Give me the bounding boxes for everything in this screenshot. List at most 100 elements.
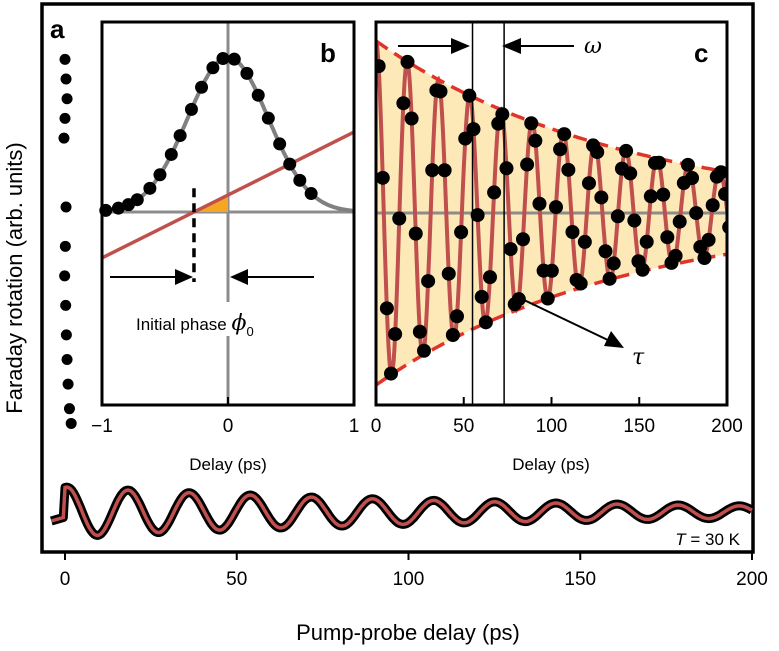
panel-b-point — [111, 201, 125, 215]
panel-a-x-tick-label: 200 — [736, 569, 768, 590]
panel-c-point — [495, 107, 510, 122]
panel-c-point — [548, 200, 563, 215]
panel-b-xlabel: Delay (ps) — [189, 455, 266, 474]
panel-a-x-ticks: 0 50 100 150 200 — [60, 552, 768, 590]
phi-symbol: ϕ — [231, 311, 246, 336]
panel-c-point — [610, 209, 625, 224]
panel-c-point — [520, 157, 535, 172]
panel-c-point — [478, 315, 493, 330]
panel-c-point — [561, 162, 576, 177]
panel-b-label: b — [320, 38, 336, 68]
temperature-value: = 30 K — [686, 530, 741, 549]
panel-c-point — [594, 190, 609, 205]
panel-a-early-point — [59, 53, 71, 65]
panel-b-x-ticks: −1 0 1 — [91, 397, 359, 437]
panel-c-point — [573, 276, 588, 291]
panel-b-point — [216, 52, 230, 66]
panel-a-label: a — [50, 14, 65, 44]
omega-left-arrowhead — [451, 38, 470, 54]
panel-c-point — [697, 250, 712, 265]
panel-c-envelope-lower — [376, 252, 727, 387]
panel-c-x-tick-label: 100 — [536, 416, 568, 437]
panel-c-point — [623, 166, 638, 181]
panel-c-point — [635, 262, 650, 277]
panel-b-point — [164, 147, 178, 161]
panel-c-point — [619, 143, 634, 158]
panel-b-point — [206, 61, 220, 75]
panel-c-point — [577, 234, 592, 249]
panel-a-x-tick-label: 50 — [226, 569, 247, 590]
panel-a-early-point — [59, 112, 71, 124]
panel-c-point — [544, 263, 559, 278]
panel-c-point — [470, 208, 485, 223]
panel-c-point — [466, 122, 481, 137]
panel-c-point — [487, 185, 502, 200]
panel-b-point — [195, 80, 209, 94]
panel-c-point — [499, 161, 514, 176]
panel-c-point — [376, 170, 390, 185]
panel-c-point — [449, 309, 464, 324]
panel-c-x-tick-label: 150 — [623, 416, 655, 437]
panel-a-early-point — [60, 329, 72, 341]
panel-c-point — [400, 54, 415, 69]
panel-c-point — [565, 225, 580, 240]
panel-c-point — [433, 84, 448, 99]
panel-b-point — [273, 137, 287, 151]
panel-a-early-point — [60, 299, 72, 311]
panel-c-point — [474, 289, 489, 304]
panel-b-point — [130, 193, 144, 207]
panel-c-point — [606, 256, 621, 271]
panel-c-point — [680, 157, 695, 172]
panel-b-point — [304, 187, 318, 201]
panel-b-point — [261, 111, 275, 125]
panel-c-point — [404, 111, 419, 126]
panel-a-frame — [40, 2, 755, 554]
panel-c-point — [553, 142, 568, 157]
initial-phase-label: Initial phase ϕ0 — [136, 311, 254, 339]
panel-b-point — [240, 66, 254, 80]
panel-b-point — [143, 181, 157, 195]
panel-a-early-point — [61, 93, 73, 105]
panel-b-x-tick-label: 0 — [223, 416, 234, 437]
phi-subscript: 0 — [246, 324, 253, 339]
panel-c-point — [705, 198, 720, 213]
panel-c: ω τ c 0 50 100 150 200 Delay (ps) — [371, 20, 743, 474]
panel-c-point — [437, 163, 452, 178]
initial-phase-text: Initial phase — [136, 315, 231, 334]
panel-c-point — [416, 343, 431, 358]
panel-c-point — [458, 131, 473, 146]
panel-c-point — [503, 242, 518, 257]
panel-c-x-tick-label: 200 — [711, 416, 743, 437]
panel-c-point — [598, 244, 613, 259]
panel-c-point — [668, 248, 683, 263]
panel-c-point — [590, 145, 605, 160]
tau-label: τ — [632, 345, 645, 370]
panel-a-early-point — [60, 201, 72, 213]
panel-b: Initial phase ϕ0 b −1 0 1 Delay (ps) — [91, 20, 359, 474]
panel-c-point — [581, 176, 596, 191]
panel-c-point — [689, 206, 704, 221]
panel-c-point — [482, 270, 497, 285]
panel-c-point — [672, 214, 687, 229]
omega-right-arrowhead — [502, 38, 521, 54]
panel-a-early-point — [65, 417, 77, 429]
panel-a-x-tick-label: 150 — [564, 569, 596, 590]
panel-c-point — [627, 213, 642, 228]
panel-c-label: c — [694, 38, 708, 68]
panel-c-xlabel: Delay (ps) — [512, 455, 589, 474]
panel-a-xlabel: Pump-probe delay (ps) — [296, 620, 520, 645]
panel-c-point — [652, 155, 667, 170]
panel-b-points — [99, 52, 318, 217]
panel-a-early-point — [59, 270, 71, 282]
panel-a-early-point — [59, 240, 71, 252]
panel-b-left-arrowhead — [175, 269, 193, 285]
panel-c-point — [685, 171, 700, 186]
panel-c-point — [511, 292, 526, 307]
panel-a-ylabel: Faraday rotation (arb. units) — [2, 142, 27, 413]
panel-c-point — [557, 127, 572, 142]
panel-c-point — [445, 327, 460, 342]
panel-a-data-trace — [48, 482, 755, 540]
panel-c-point — [701, 232, 716, 247]
panel-c-point — [524, 116, 539, 131]
